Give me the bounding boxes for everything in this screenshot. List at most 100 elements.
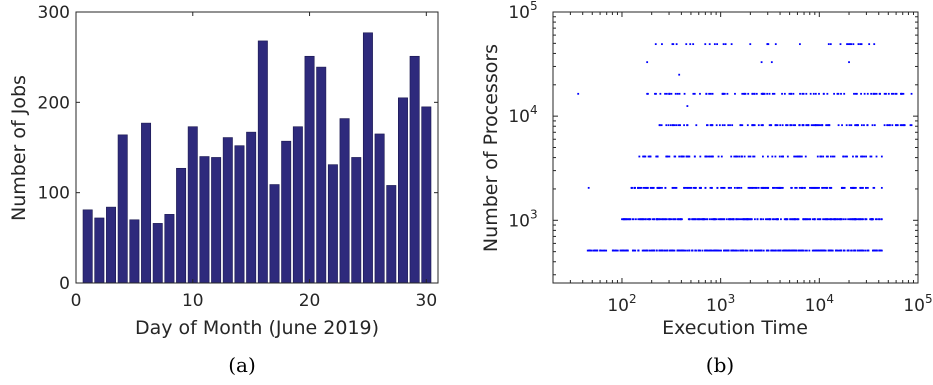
data-point xyxy=(811,186,814,189)
data-point xyxy=(827,43,830,46)
data-point xyxy=(786,218,789,221)
bar-day-26 xyxy=(374,133,385,284)
bar-day-28 xyxy=(397,97,408,284)
data-point xyxy=(862,249,865,252)
data-point xyxy=(846,43,848,46)
data-point xyxy=(664,92,666,95)
data-point xyxy=(790,92,792,95)
data-point xyxy=(661,186,663,189)
data-point xyxy=(823,218,826,221)
data-point xyxy=(840,249,842,252)
data-point xyxy=(626,249,628,252)
data-point xyxy=(718,218,721,221)
data-point xyxy=(751,124,754,127)
data-point xyxy=(643,155,646,158)
data-point xyxy=(848,218,851,221)
data-point xyxy=(796,218,799,221)
data-point xyxy=(792,92,795,95)
data-point xyxy=(722,92,725,95)
data-point xyxy=(814,124,817,127)
data-point xyxy=(686,124,688,127)
data-point xyxy=(868,43,871,46)
data-point xyxy=(860,186,862,189)
x-tick-label: 102 xyxy=(607,292,636,316)
data-point xyxy=(747,155,750,158)
data-point xyxy=(645,186,648,189)
data-point xyxy=(890,92,893,95)
data-point xyxy=(860,92,862,95)
data-point xyxy=(674,218,676,221)
data-point xyxy=(660,124,663,127)
data-point xyxy=(649,218,652,221)
data-point xyxy=(630,186,633,189)
data-point xyxy=(780,218,782,221)
data-point xyxy=(865,218,868,221)
panel-a-ylabel: Number of Jobs xyxy=(8,75,30,221)
data-point xyxy=(895,92,898,95)
data-point xyxy=(737,218,740,221)
data-point xyxy=(658,124,661,127)
data-point xyxy=(796,155,799,158)
data-point xyxy=(696,218,699,221)
data-point xyxy=(724,43,727,46)
data-point xyxy=(883,92,886,95)
data-point xyxy=(833,155,836,158)
data-point xyxy=(723,124,726,127)
data-point xyxy=(815,249,818,252)
data-point xyxy=(878,218,880,221)
data-point xyxy=(752,186,755,189)
data-point xyxy=(840,218,843,221)
data-point xyxy=(621,218,623,221)
data-point xyxy=(623,249,625,252)
data-point xyxy=(803,186,806,189)
bar-day-30 xyxy=(421,106,432,284)
data-point xyxy=(678,124,680,127)
data-point xyxy=(656,155,659,158)
data-point xyxy=(684,249,687,252)
data-point xyxy=(673,186,676,189)
data-point xyxy=(594,249,597,252)
data-point xyxy=(693,218,696,221)
data-point xyxy=(739,218,742,221)
data-point xyxy=(891,124,894,127)
data-point xyxy=(692,186,695,189)
data-point xyxy=(856,155,859,158)
data-point xyxy=(837,218,840,221)
data-point xyxy=(682,155,685,158)
data-point xyxy=(780,155,783,158)
data-point xyxy=(860,218,863,221)
data-point xyxy=(760,249,763,252)
data-point xyxy=(658,249,661,252)
data-point xyxy=(704,249,706,252)
data-point xyxy=(853,249,856,252)
data-point xyxy=(829,155,832,158)
data-point xyxy=(820,249,823,252)
data-point xyxy=(730,43,733,46)
data-point xyxy=(671,124,674,127)
data-point xyxy=(789,124,792,127)
data-point xyxy=(770,61,773,64)
data-point xyxy=(692,92,695,95)
data-point xyxy=(756,218,759,221)
panel-b-points xyxy=(577,43,913,252)
data-point xyxy=(699,92,701,95)
data-point xyxy=(858,249,861,252)
data-point xyxy=(900,92,902,95)
data-point xyxy=(857,43,860,46)
data-point xyxy=(698,249,701,252)
data-point xyxy=(780,186,783,189)
panel-b-ylabel: Number of Processors xyxy=(480,44,502,252)
data-point xyxy=(762,218,765,221)
data-point xyxy=(847,218,850,221)
data-point xyxy=(711,249,714,252)
data-point xyxy=(678,249,681,252)
data-point xyxy=(736,155,739,158)
data-point xyxy=(794,218,797,221)
data-point xyxy=(726,92,729,95)
bar-day-22 xyxy=(327,164,338,284)
data-point xyxy=(706,124,709,127)
data-point xyxy=(733,155,736,158)
data-point xyxy=(725,218,728,221)
data-point xyxy=(818,92,820,95)
data-point xyxy=(646,218,649,221)
